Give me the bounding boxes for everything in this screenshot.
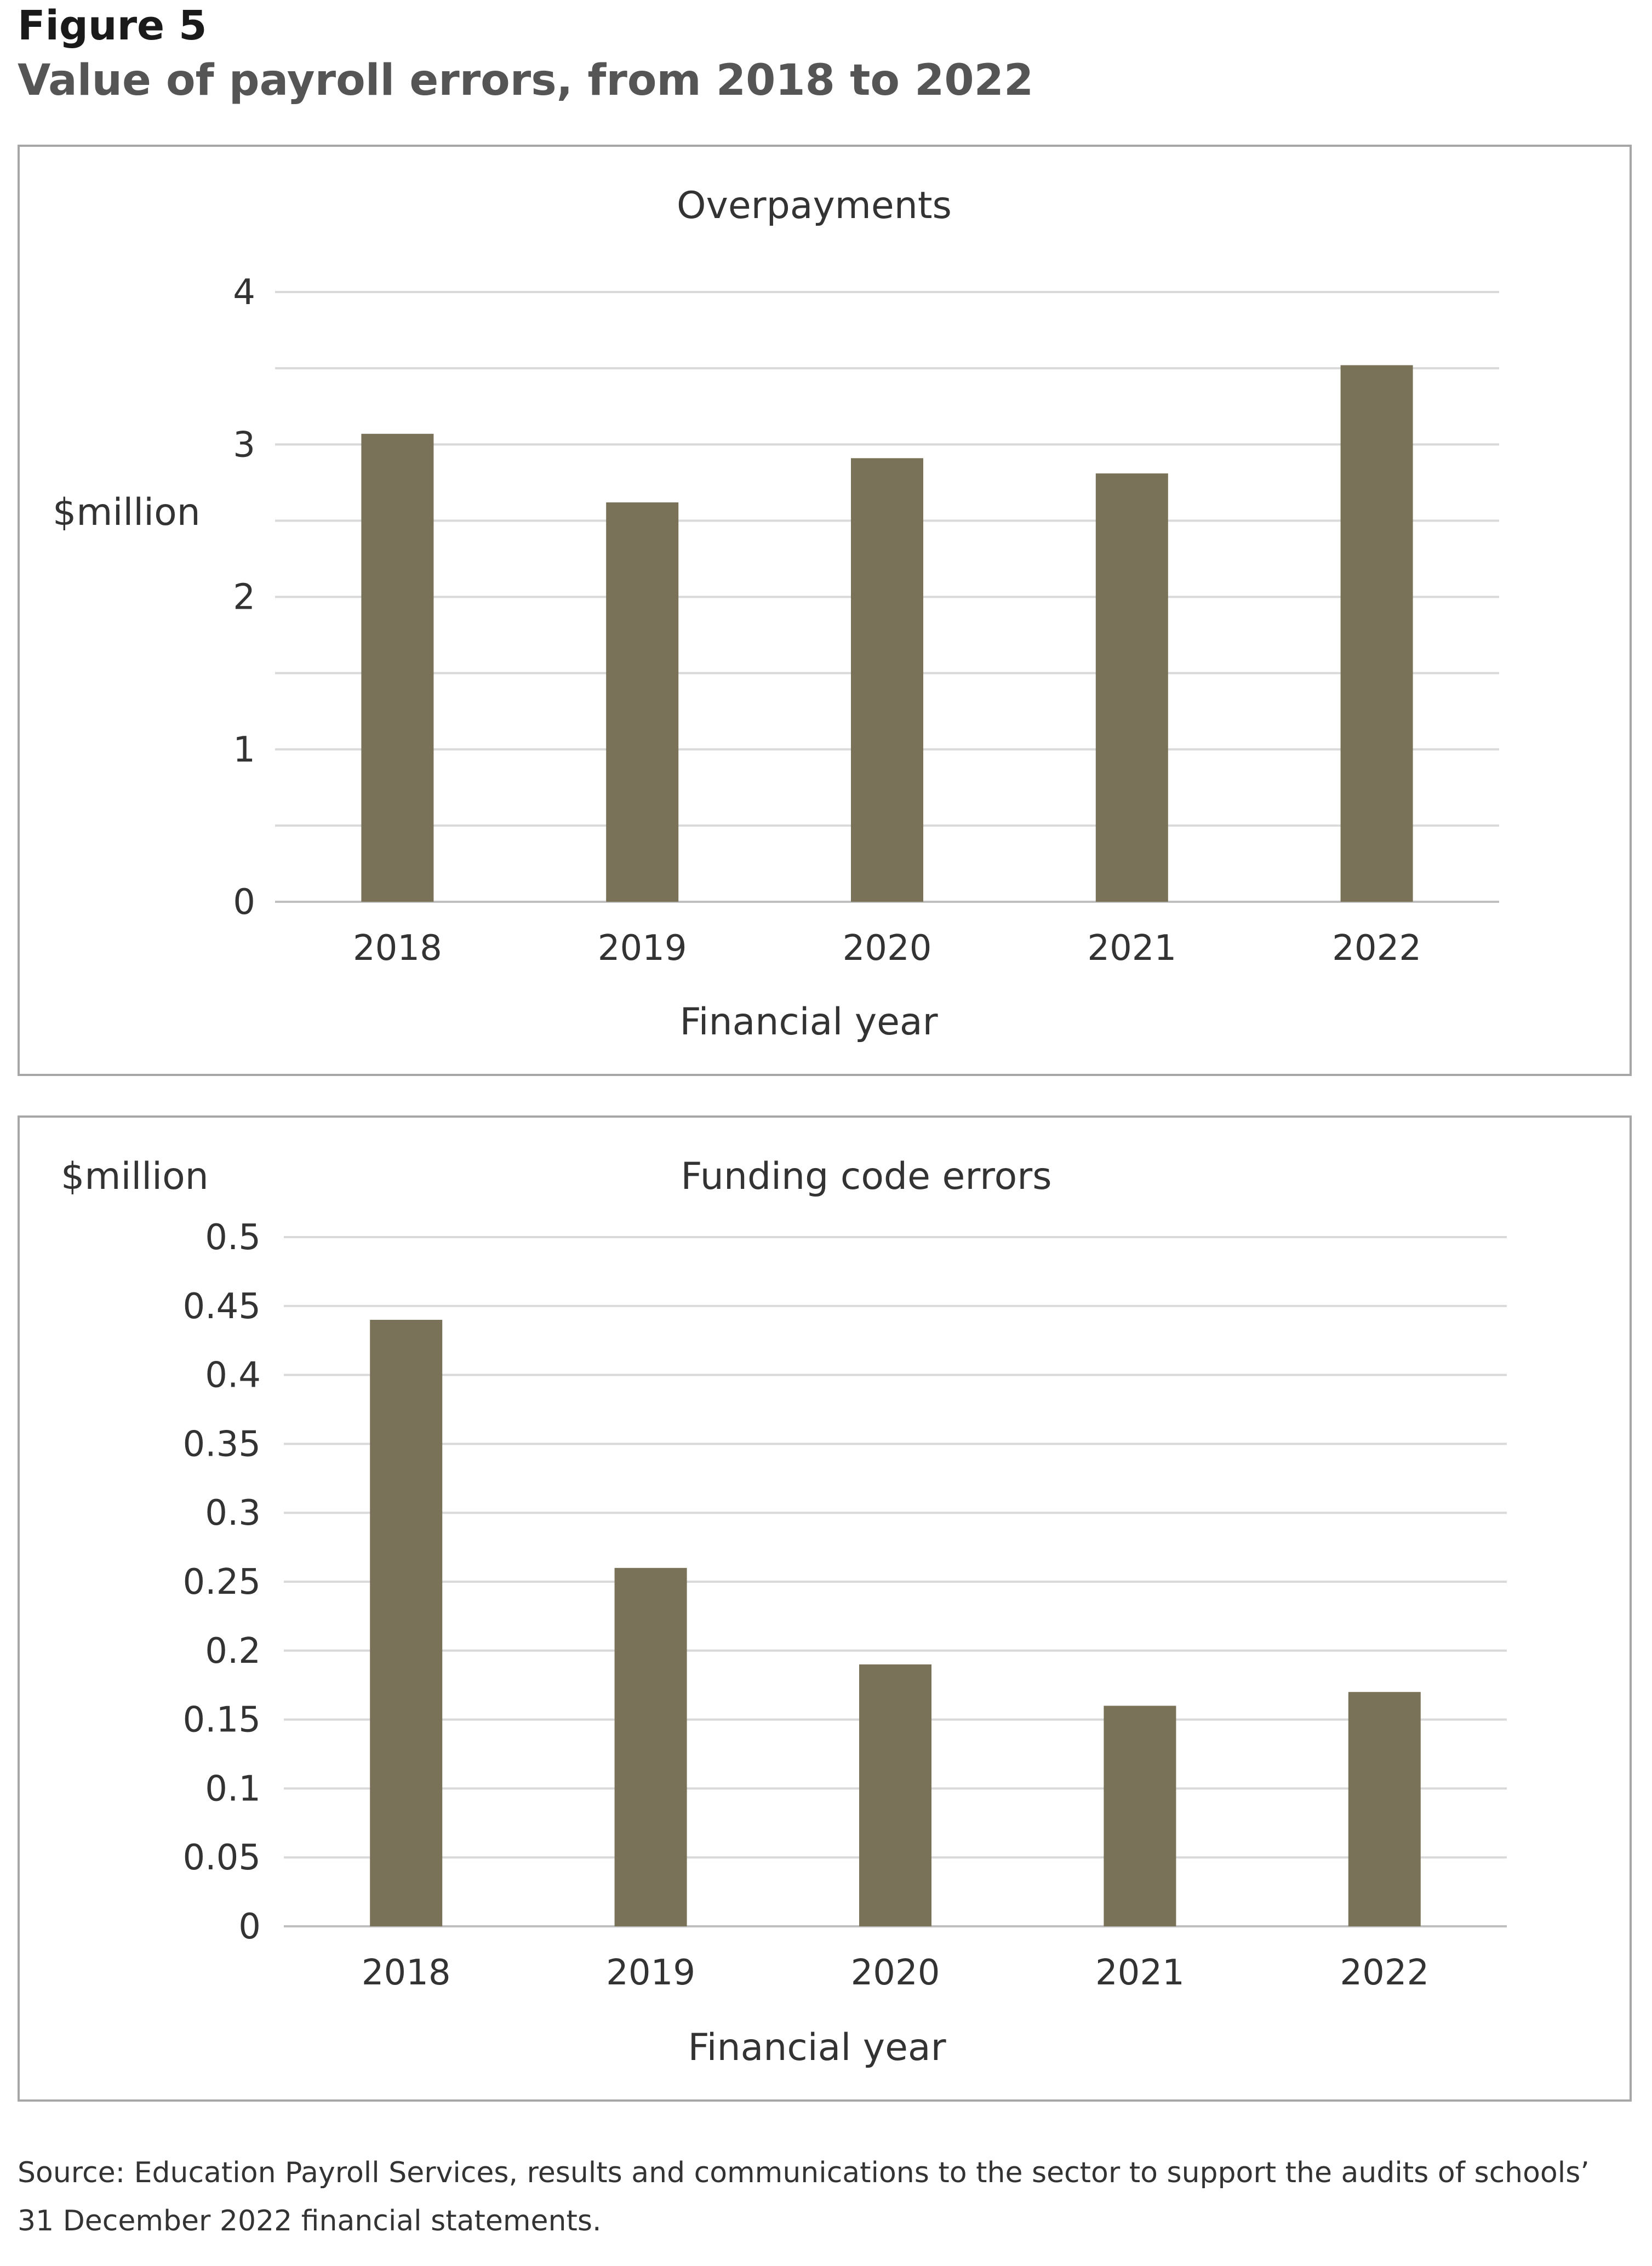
- bar-2018: [370, 1319, 443, 1926]
- x-tick-label: 2021: [1087, 928, 1176, 969]
- overpayments-chart: 0 1 2 3 4 2018 2019 2020 2021 2022 Overpayments $mi…: [53, 184, 1499, 1044]
- x-tick-label: 2018: [353, 928, 442, 969]
- y-tick-label: 1: [233, 730, 255, 770]
- overpayments-chart-panel: 0 1 2 3 4 2018 2019 2020 2021 2022 Overpayments $mi…: [18, 145, 1632, 1076]
- bar-2022: [1340, 365, 1413, 902]
- x-tick-label: 2020: [851, 1953, 940, 1993]
- y-tick-label: 0.1: [205, 1769, 261, 1809]
- bar-2020: [859, 1664, 931, 1926]
- y-tick-label: 0.05: [183, 1838, 261, 1878]
- y-tick-label: 0.45: [183, 1286, 261, 1327]
- x-tick-label: 2022: [1332, 928, 1421, 969]
- x-tick-label: 2018: [362, 1953, 451, 1993]
- figure-title: Value of payroll errors, from 2018 to 20…: [18, 56, 1034, 105]
- y-axis-label: $million: [61, 1155, 209, 1198]
- bar-2020: [851, 458, 923, 902]
- y-tick-label: 0.15: [183, 1700, 261, 1741]
- bar-2021: [1095, 473, 1168, 902]
- y-tick-label: 0: [238, 1907, 261, 1947]
- y-tick-label: 0.2: [205, 1631, 261, 1672]
- y-axis-label: $million: [53, 491, 201, 534]
- funding-code-errors-chart: 0 0.05 0.1 0.15 0.2 0.25 0.3 0.35 0.4 0.45 0.5 2018…: [61, 1155, 1507, 2069]
- bar-2019: [614, 1567, 687, 1926]
- x-tick-label: 2019: [598, 928, 687, 969]
- y-tick-label: 0.25: [183, 1562, 261, 1603]
- y-tick-label: 4: [233, 272, 255, 313]
- y-tick-label: 3: [233, 425, 255, 465]
- source-note-line-1: Source: Education Payroll Services, resu…: [18, 2156, 1590, 2189]
- x-axis-label: Financial year: [688, 2026, 946, 2069]
- x-tick-label: 2022: [1340, 1953, 1429, 1993]
- bar-2022: [1348, 1692, 1421, 1926]
- x-tick-label: 2020: [843, 928, 932, 969]
- bar-2021: [1104, 1706, 1176, 1926]
- bar-2018: [361, 433, 434, 902]
- x-axis-label: Financial year: [679, 1000, 938, 1044]
- chart-title: Overpayments: [677, 184, 952, 227]
- x-tick-label: 2021: [1095, 1953, 1185, 1993]
- source-note-line-2: 31 December 2022 financial statements.: [18, 2205, 602, 2238]
- y-tick-label: 0.3: [205, 1493, 261, 1533]
- y-tick-label: 0.35: [183, 1424, 261, 1464]
- chart-title: Funding code errors: [681, 1155, 1051, 1198]
- y-tick-label: 0: [233, 882, 255, 923]
- y-tick-label: 0.5: [205, 1217, 261, 1258]
- x-tick-label: 2019: [606, 1953, 695, 1993]
- bar-2019: [606, 502, 679, 902]
- y-tick-label: 0.4: [205, 1355, 261, 1396]
- y-tick-label: 2: [233, 577, 255, 618]
- figure-label: Figure 5: [18, 2, 207, 49]
- funding-code-errors-chart-panel: 0 0.05 0.1 0.15 0.2 0.25 0.3 0.35 0.4 0.45 0.5 2018…: [18, 1115, 1632, 2102]
